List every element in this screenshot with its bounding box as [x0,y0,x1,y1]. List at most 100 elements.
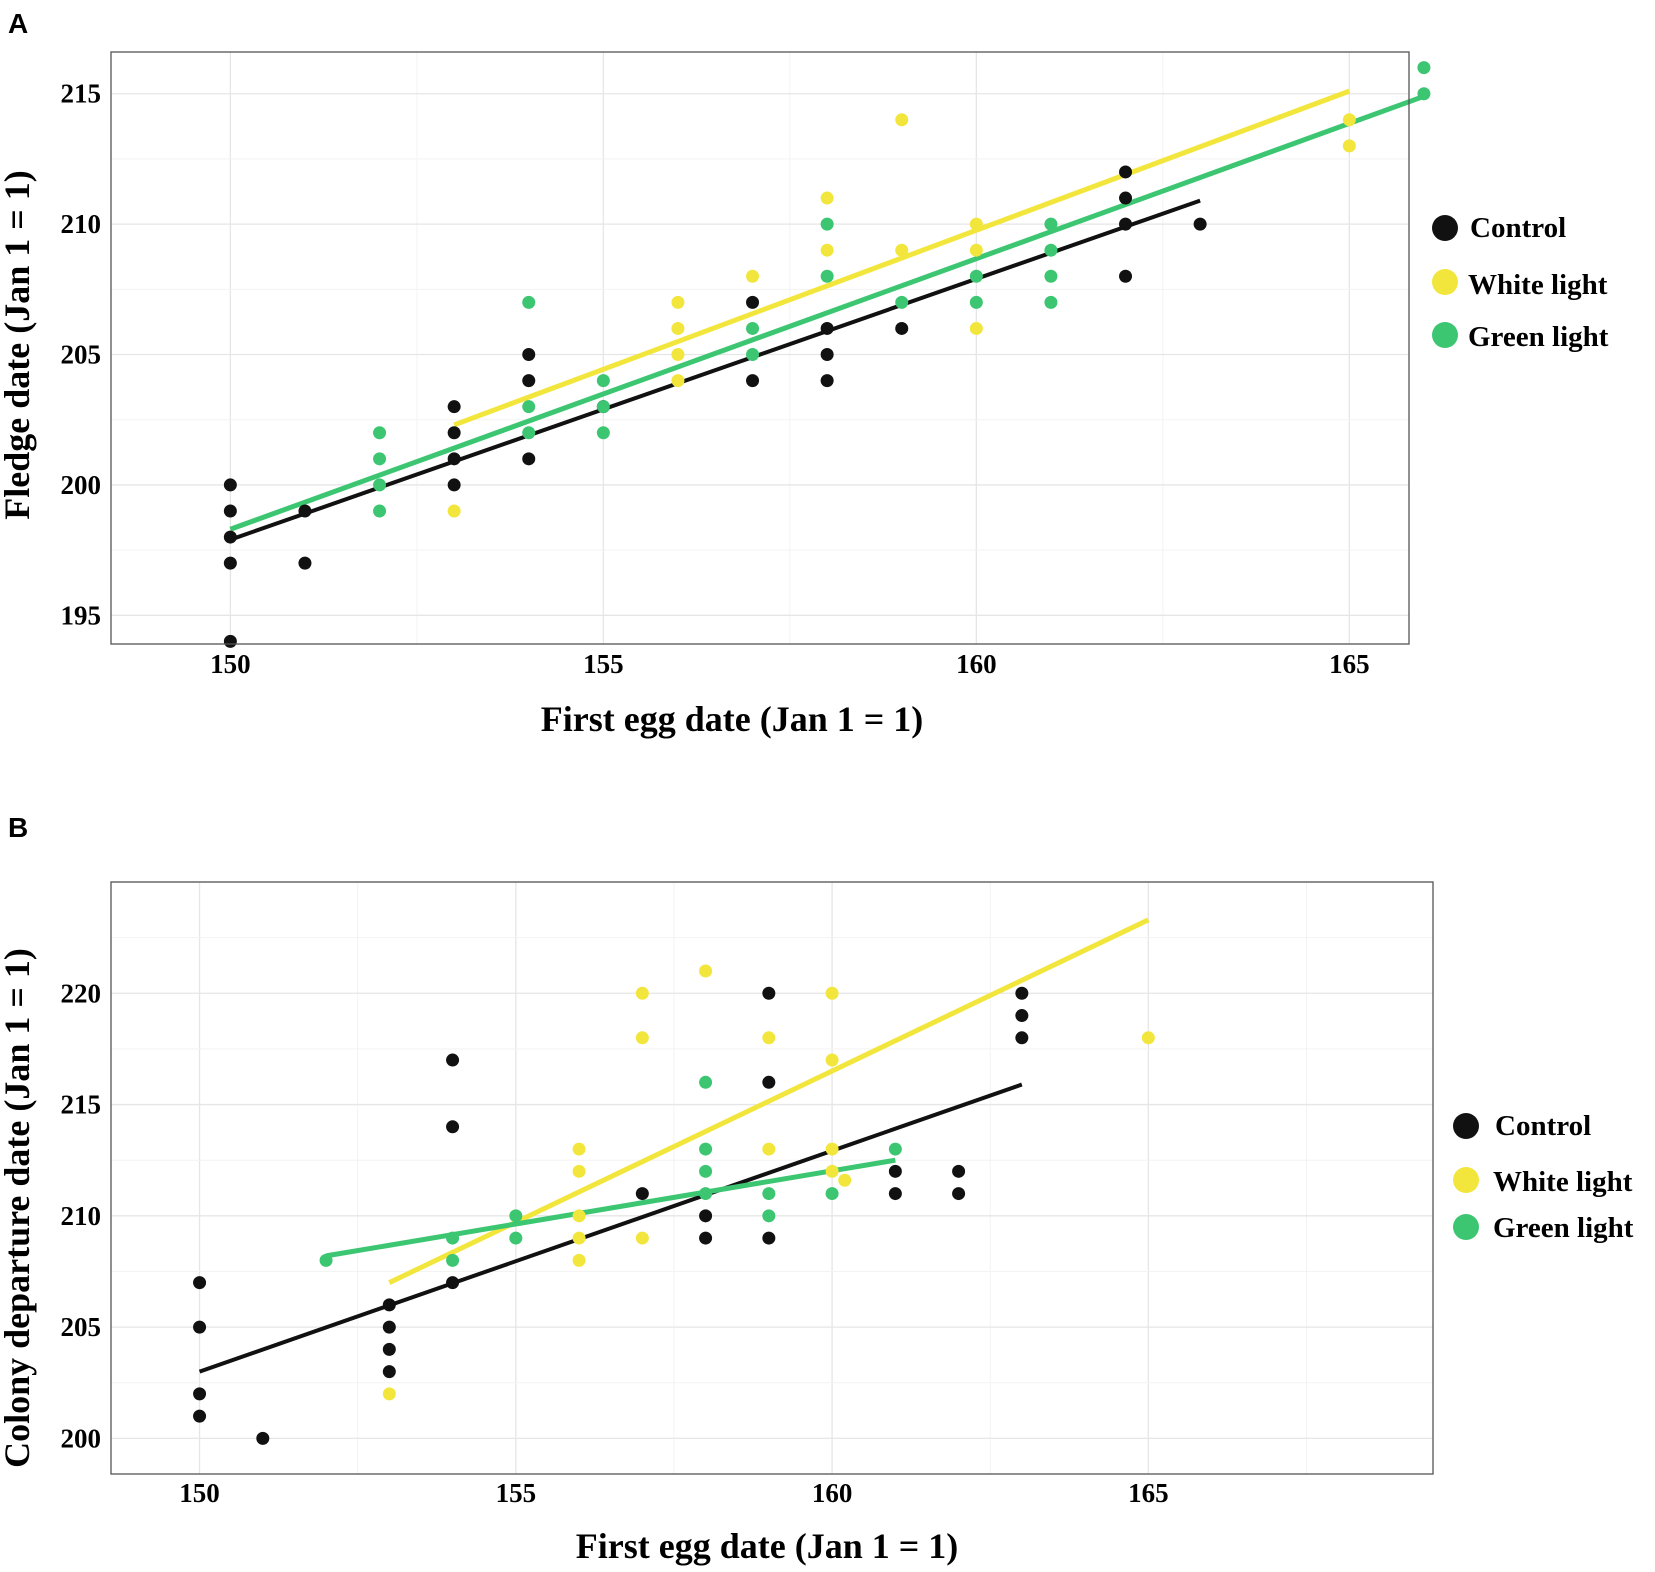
legend-a-white-light-key [1432,269,1458,295]
legend-b-control-key [1453,1113,1479,1139]
b-x-tick-label: 160 [812,1478,853,1508]
b-point-green-light [699,1164,713,1178]
a-point-green-light [1417,61,1431,75]
panel-b: B 150 155 160 165 200 205 210 215 220 First egg… [0,812,1634,1566]
a-point-white-light [671,348,685,362]
a-point-green-light [373,478,387,492]
b-point-control [762,1075,776,1089]
a-point-green-light [596,374,610,388]
panel-b-y-tick-labels: 200 205 210 215 220 [61,978,102,1453]
b-point-control [1015,1031,1029,1045]
b-point-control [1015,1009,1029,1023]
a-point-control [1119,191,1133,205]
b-point-control [762,1231,776,1245]
a-point-green-light [1417,87,1431,101]
b-fit-line-green-light [325,1157,896,1259]
b-point-green-light [509,1231,523,1245]
b-point-control [952,1187,966,1201]
b-x-tick-label: 150 [179,1478,220,1508]
b-point-control [699,1209,713,1223]
b-point-white-light [572,1231,586,1245]
a-point-control [820,321,834,335]
b-point-green-light [509,1209,523,1223]
a-point-white-light [1342,139,1356,153]
a-point-green-light [820,217,834,231]
b-point-white-light [572,1253,586,1267]
b-point-green-light [446,1253,460,1267]
b-point-white-light [635,1231,649,1245]
a-point-control [1119,165,1133,179]
a-point-control [447,478,461,492]
b-point-white-light [572,1209,586,1223]
panel-b-letter: B [8,812,28,843]
a-y-tick-label: 195 [61,600,102,630]
a-point-white-light [746,269,760,283]
b-point-white-light [762,1142,776,1156]
a-point-control [1193,217,1207,231]
a-point-control [746,374,760,388]
a-point-green-light [895,295,909,309]
b-point-white-light [825,1142,839,1156]
a-point-green-light [373,426,387,440]
a-point-white-light [969,217,983,231]
b-point-control [446,1276,460,1290]
b-point-control [193,1276,207,1290]
panel-a-plot-border [110,51,1410,645]
a-point-green-light [820,269,834,283]
b-point-green-light [699,1075,713,1089]
b-y-tick-label: 215 [61,1090,102,1120]
a-point-white-light [671,374,685,388]
a-point-control [447,400,461,414]
legend-b-white-light-label: White light [1493,1166,1633,1198]
a-point-control [522,374,536,388]
a-point-green-light [1044,295,1058,309]
panel-a-legend: Control White light Green light [1432,212,1609,353]
b-point-green-light [319,1253,333,1267]
a-point-green-light [1044,217,1058,231]
panel-b-plot-border [110,881,1434,1475]
b-y-tick-label: 210 [61,1201,102,1231]
a-point-control [298,556,312,570]
a-point-white-light [895,113,909,127]
b-point-white-light [572,1142,586,1156]
panel-a-x-tick-labels: 150 155 160 165 [210,649,1369,679]
b-point-white-light [699,964,713,978]
a-point-green-light [522,400,536,414]
a-point-green-light [596,426,610,440]
a-point-control [447,426,461,440]
a-point-control [522,348,536,362]
b-point-control [762,986,776,1000]
legend-a-white-light-label: White light [1468,269,1608,301]
a-point-green-light [969,269,983,283]
b-point-white-light [1141,1031,1155,1045]
b-point-white-light [825,986,839,1000]
a-point-control [820,374,834,388]
a-point-control [223,556,237,570]
b-point-white-light [825,1053,839,1067]
a-point-control [1119,269,1133,283]
a-point-white-light [895,243,909,257]
a-point-control [223,504,237,518]
b-point-control [1015,986,1029,1000]
a-point-control [746,295,760,309]
a-point-control [223,634,237,648]
a-point-white-light [1342,113,1356,127]
legend-b-control-label: Control [1495,1110,1591,1142]
panel-b-points [193,964,1155,1445]
a-x-tick-label: 160 [956,649,997,679]
panel-a-gridlines [111,52,1409,644]
b-point-green-light [762,1209,776,1223]
legend-a-control-label: Control [1470,212,1566,244]
a-point-green-light [746,321,760,335]
a-y-tick-label: 210 [61,209,102,239]
a-point-white-light [820,191,834,205]
b-fit-line-control [198,1082,1023,1374]
panel-a-fit-lines [229,88,1425,542]
a-point-green-light [522,426,536,440]
panel-a-x-axis-title: First egg date (Jan 1 = 1) [541,699,923,739]
a-point-control [298,504,312,518]
a-x-tick-label: 165 [1329,649,1370,679]
b-x-tick-label: 155 [496,1478,537,1508]
a-point-green-light [373,504,387,518]
b-point-control [888,1187,902,1201]
